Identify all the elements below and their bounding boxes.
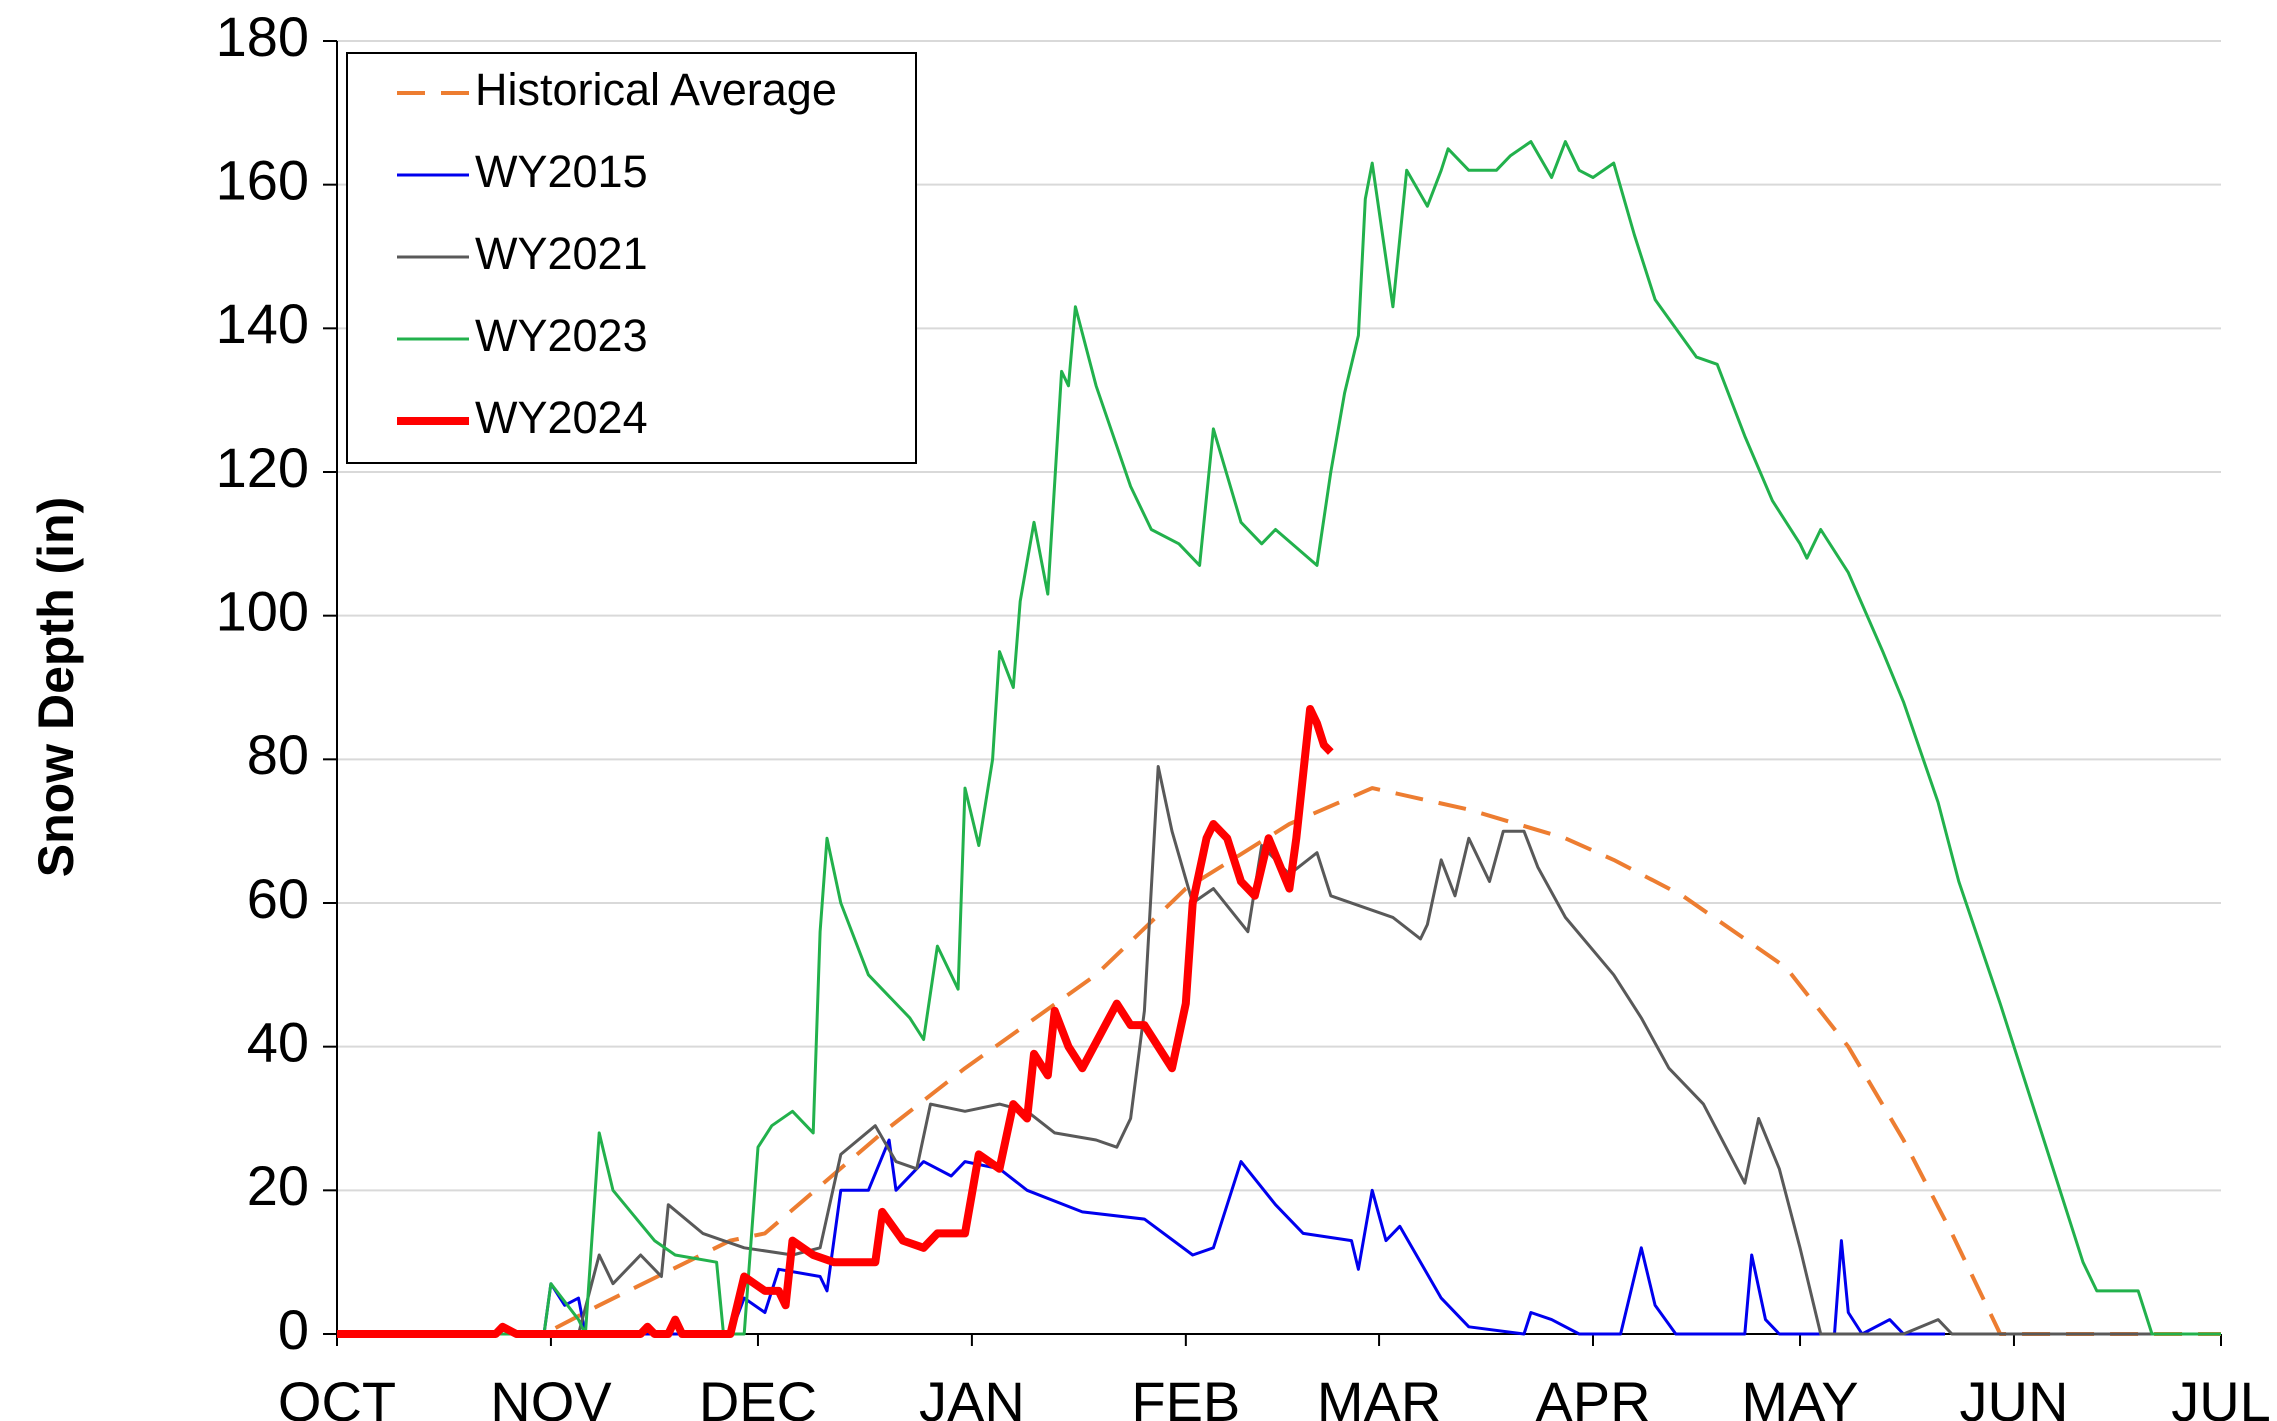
y-tick-label: 0 [278, 1298, 309, 1361]
y-tick-label: 160 [216, 148, 309, 211]
x-tick-label: APR [1535, 1370, 1650, 1421]
y-tick-label: 120 [216, 436, 309, 499]
series-line [337, 765, 2221, 1336]
series-line [337, 1138, 1945, 1336]
x-tick-label: OCT [278, 1370, 396, 1421]
series-line [337, 786, 2221, 1336]
x-tick-label: MAY [1741, 1370, 1858, 1421]
x-tick-label: JAN [919, 1370, 1025, 1421]
y-tick-label: 20 [247, 1154, 309, 1217]
series-line [337, 140, 2221, 1336]
y-axis-title: Snow Depth (in) [28, 497, 84, 878]
x-tick-label: JUL [2171, 1370, 2271, 1421]
y-tick-label: 180 [216, 5, 309, 68]
y-tick-label: 60 [247, 867, 309, 930]
x-tick-label: DEC [699, 1370, 817, 1421]
y-tick-label: 100 [216, 579, 309, 642]
y-tick-label: 40 [247, 1010, 309, 1073]
legend-label: WY2021 [475, 228, 648, 279]
legend-label: WY2024 [475, 392, 648, 443]
x-tick-label: NOV [490, 1370, 612, 1421]
y-tick-label: 140 [216, 292, 309, 355]
legend-label: WY2023 [475, 310, 648, 361]
x-tick-label: FEB [1131, 1370, 1240, 1421]
y-tick-label: 80 [247, 723, 309, 786]
series-line [337, 705, 1334, 1338]
x-tick-label: JUN [1960, 1370, 2069, 1421]
x-tick-label: MAR [1317, 1370, 1441, 1421]
legend-label: Historical Average [475, 64, 837, 115]
legend-label: WY2015 [475, 146, 648, 197]
